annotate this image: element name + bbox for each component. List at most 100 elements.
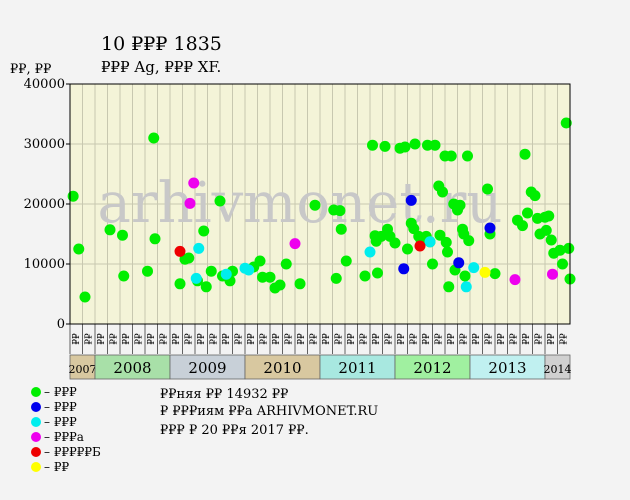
x-tick-label: ₽₽	[159, 333, 169, 345]
x-tick-label: ₽₽	[347, 333, 357, 345]
x-tick-label: ₽₽	[497, 333, 507, 345]
x-tick-label: ₽₽	[547, 333, 557, 345]
data-point	[220, 268, 232, 280]
data-point	[174, 245, 186, 257]
y-tick-label: 10000	[24, 257, 65, 272]
x-tick-label: ₽₽	[434, 333, 444, 345]
data-point	[522, 207, 533, 219]
year-label: 2009	[188, 359, 226, 377]
data-point	[414, 240, 426, 252]
x-tick-label: ₽₽	[522, 333, 532, 345]
data-point	[198, 225, 210, 237]
data-point	[398, 263, 410, 275]
year-cell	[169, 354, 246, 380]
data-point	[509, 274, 521, 286]
data-point	[205, 265, 217, 277]
x-tick-label: ₽₽	[397, 333, 407, 345]
y-tick-label: 0	[57, 317, 65, 332]
legend-marker	[31, 462, 41, 472]
data-point	[408, 223, 420, 235]
data-point	[335, 223, 347, 235]
data-point	[468, 262, 480, 274]
data-point	[183, 252, 195, 264]
x-tick-label: ₽₽	[384, 333, 394, 345]
x-tick-label: ₽₽	[272, 333, 282, 345]
data-point	[482, 183, 493, 195]
data-point	[389, 237, 401, 249]
data-point	[334, 205, 346, 217]
y-axis-label: ₽₽, ₽₽	[10, 62, 51, 77]
legend: – ₽₽₽– ₽₽₽– ₽₽₽– ₽₽₽а– ₽₽₽₽₽Б– ₽₽	[31, 385, 101, 474]
x-tick-label: ₽₽	[409, 333, 419, 345]
data-point	[489, 268, 501, 280]
data-point	[454, 199, 466, 211]
data-point	[545, 234, 557, 246]
note-date: ₽₽₽ ₽ 20 ₽₽я 2017 ₽₽.	[160, 423, 309, 438]
data-point	[402, 243, 413, 255]
data-point	[254, 255, 266, 267]
data-point	[73, 243, 85, 255]
x-tick-label: ₽₽	[197, 333, 207, 345]
legend-marker	[31, 402, 41, 412]
data-point	[184, 197, 196, 209]
data-point	[190, 272, 202, 284]
data-point	[460, 281, 472, 293]
data-point	[375, 230, 387, 242]
x-tick-label: ₽₽	[484, 333, 494, 345]
y-tick-label: 20000	[24, 197, 65, 212]
data-point	[117, 229, 128, 241]
x-tick-label: ₽₽	[284, 333, 294, 345]
data-point	[434, 229, 446, 241]
year-cell	[394, 354, 471, 380]
note-average: ₽₽няя ₽₽ 14932 ₽₽	[160, 387, 288, 402]
year-label: 2011	[338, 359, 376, 377]
data-point	[453, 257, 465, 269]
data-point	[289, 238, 301, 250]
x-tick-label: ₽₽	[359, 333, 369, 345]
data-point	[294, 278, 306, 290]
data-point	[309, 199, 321, 211]
x-axis: ₽₽ ₽₽ ₽₽ ₽₽ ₽₽ ₽₽ ₽₽ ₽₽ ₽₽ ₽₽ ₽₽ ₽₽ ₽₽ ₽₽ ₽₽ ₽₽ ₽₽ ₽₽ ₽₽ ₽₽…	[69, 324, 569, 354]
data-point	[462, 150, 473, 162]
data-point	[372, 267, 383, 279]
x-tick-label: ₽₽	[509, 333, 519, 345]
legend-marker	[31, 387, 41, 397]
x-tick-label: ₽₽	[172, 333, 182, 345]
legend-label: – ₽₽₽	[44, 385, 77, 399]
data-point	[445, 150, 457, 162]
data-point	[142, 265, 153, 277]
x-tick-label: ₽₽	[247, 333, 257, 345]
x-tick-label: ₽₽	[334, 333, 344, 345]
x-tick-label: ₽₽	[459, 333, 469, 345]
data-point	[340, 255, 352, 267]
data-point	[214, 195, 226, 207]
data-point	[399, 141, 411, 153]
data-point	[280, 258, 292, 270]
year-cell	[94, 354, 171, 380]
data-point	[437, 186, 448, 198]
x-tick-label: ₽₽	[234, 333, 244, 345]
data-point	[540, 224, 552, 236]
data-point	[364, 246, 376, 258]
data-point	[479, 266, 491, 278]
year-label: 2010	[263, 359, 301, 377]
data-point	[560, 117, 572, 129]
data-point	[79, 291, 91, 303]
data-point	[409, 138, 421, 150]
chart-subtitle: ₽₽₽ Ag, ₽₽₽ XF.	[101, 58, 221, 76]
data-point	[188, 177, 200, 189]
y-tick-label: 40000	[24, 77, 65, 92]
x-tick-label: ₽₽	[322, 333, 332, 345]
data-point	[557, 258, 568, 270]
y-tick-label: 30000	[24, 137, 65, 152]
data-point	[405, 194, 417, 206]
x-tick-label: ₽₽	[122, 333, 132, 345]
data-point	[264, 271, 276, 283]
year-label: 2008	[113, 359, 151, 377]
legend-label: – ₽₽₽	[44, 400, 77, 414]
data-point	[424, 236, 436, 248]
note-source: ₽ ₽₽₽иям ₽₽а ARHIVMONET.RU	[160, 404, 378, 419]
x-tick-label: ₽₽	[372, 333, 382, 345]
legend-label: – ₽₽₽	[44, 415, 77, 429]
data-point	[429, 139, 441, 151]
